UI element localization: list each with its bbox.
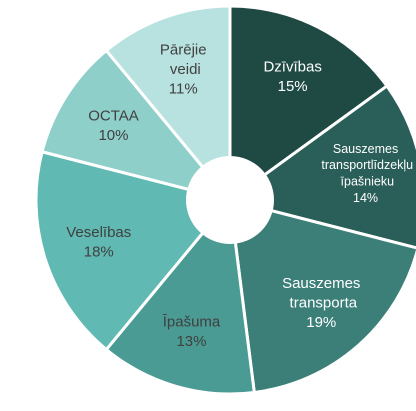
- donut-hole: [186, 156, 274, 244]
- pie-slice: [34, 149, 233, 352]
- slice-label: Īpašuma: [163, 314, 221, 331]
- slice-label: OCTAA: [88, 107, 139, 124]
- slice-value-label: 13%: [176, 333, 206, 350]
- slice-value-label: 15%: [278, 78, 308, 95]
- pie-slice: [228, 197, 416, 395]
- pie-slice: [104, 4, 232, 205]
- slice-value-label: 18%: [84, 243, 114, 260]
- slice-value-label: 14%: [353, 191, 378, 205]
- slice-label: Sauszemes transportlīdzekļu īpašnieku: [318, 142, 413, 189]
- slice-value-label: 19%: [306, 314, 336, 331]
- slice-value-label: 10%: [98, 127, 128, 144]
- slice-label: Veselības: [66, 224, 131, 241]
- slice-value-label: 11%: [169, 81, 198, 98]
- pie-slice: [226, 83, 416, 250]
- pie-slice: [40, 48, 235, 203]
- pie-slice: [104, 196, 256, 396]
- pie-slice: [228, 4, 390, 203]
- slice-label: Sauszemes transporta: [282, 275, 360, 312]
- slice-label: Pārējie veidi: [160, 42, 207, 79]
- slice-label: Dzīvības: [263, 58, 321, 75]
